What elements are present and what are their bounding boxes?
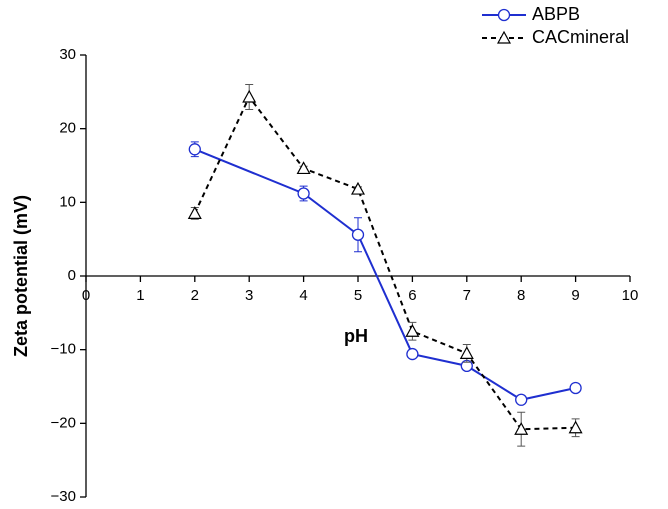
point — [297, 187, 310, 200]
point — [242, 89, 257, 103]
y-tick-label: −30 — [51, 488, 76, 504]
point — [188, 143, 201, 156]
y-tick-label: 30 — [59, 46, 76, 63]
series-line — [193, 95, 576, 431]
point — [515, 393, 528, 406]
x-tick-label: 5 — [354, 287, 362, 304]
point — [296, 161, 311, 175]
x-axis-label: pH — [344, 326, 368, 346]
legend-marker — [497, 8, 511, 22]
x-tick-label: 7 — [463, 287, 471, 304]
y-tick-label: 20 — [59, 120, 76, 137]
y-tick-label: 0 — [68, 267, 76, 284]
legend-marker — [496, 30, 512, 44]
x-tick-label: 1 — [136, 287, 144, 304]
point — [568, 420, 583, 434]
point — [405, 323, 420, 337]
y-tick-label: −10 — [51, 341, 76, 358]
point — [351, 228, 365, 241]
point — [406, 347, 419, 361]
point — [350, 181, 366, 195]
x-tick-label: 10 — [622, 287, 639, 304]
point — [187, 206, 202, 219]
y-axis-label: Zeta potential (mV) — [11, 195, 31, 357]
x-tick-label: 9 — [571, 287, 579, 304]
x-tick-label: 0 — [82, 287, 90, 304]
legend-label: CACmineral — [532, 27, 629, 47]
x-tick-label: 6 — [408, 287, 416, 304]
legend-label: ABPB — [532, 4, 580, 24]
point — [569, 381, 582, 395]
x-tick-label: 2 — [191, 287, 199, 304]
x-tick-label: 3 — [245, 287, 253, 304]
y-tick-label: 10 — [59, 193, 76, 210]
series-line — [194, 148, 576, 401]
x-tick-label: 4 — [299, 287, 307, 304]
y-tick-label: −20 — [51, 414, 76, 431]
x-tick-label: 8 — [517, 287, 525, 304]
point — [459, 346, 474, 359]
point — [514, 421, 529, 435]
